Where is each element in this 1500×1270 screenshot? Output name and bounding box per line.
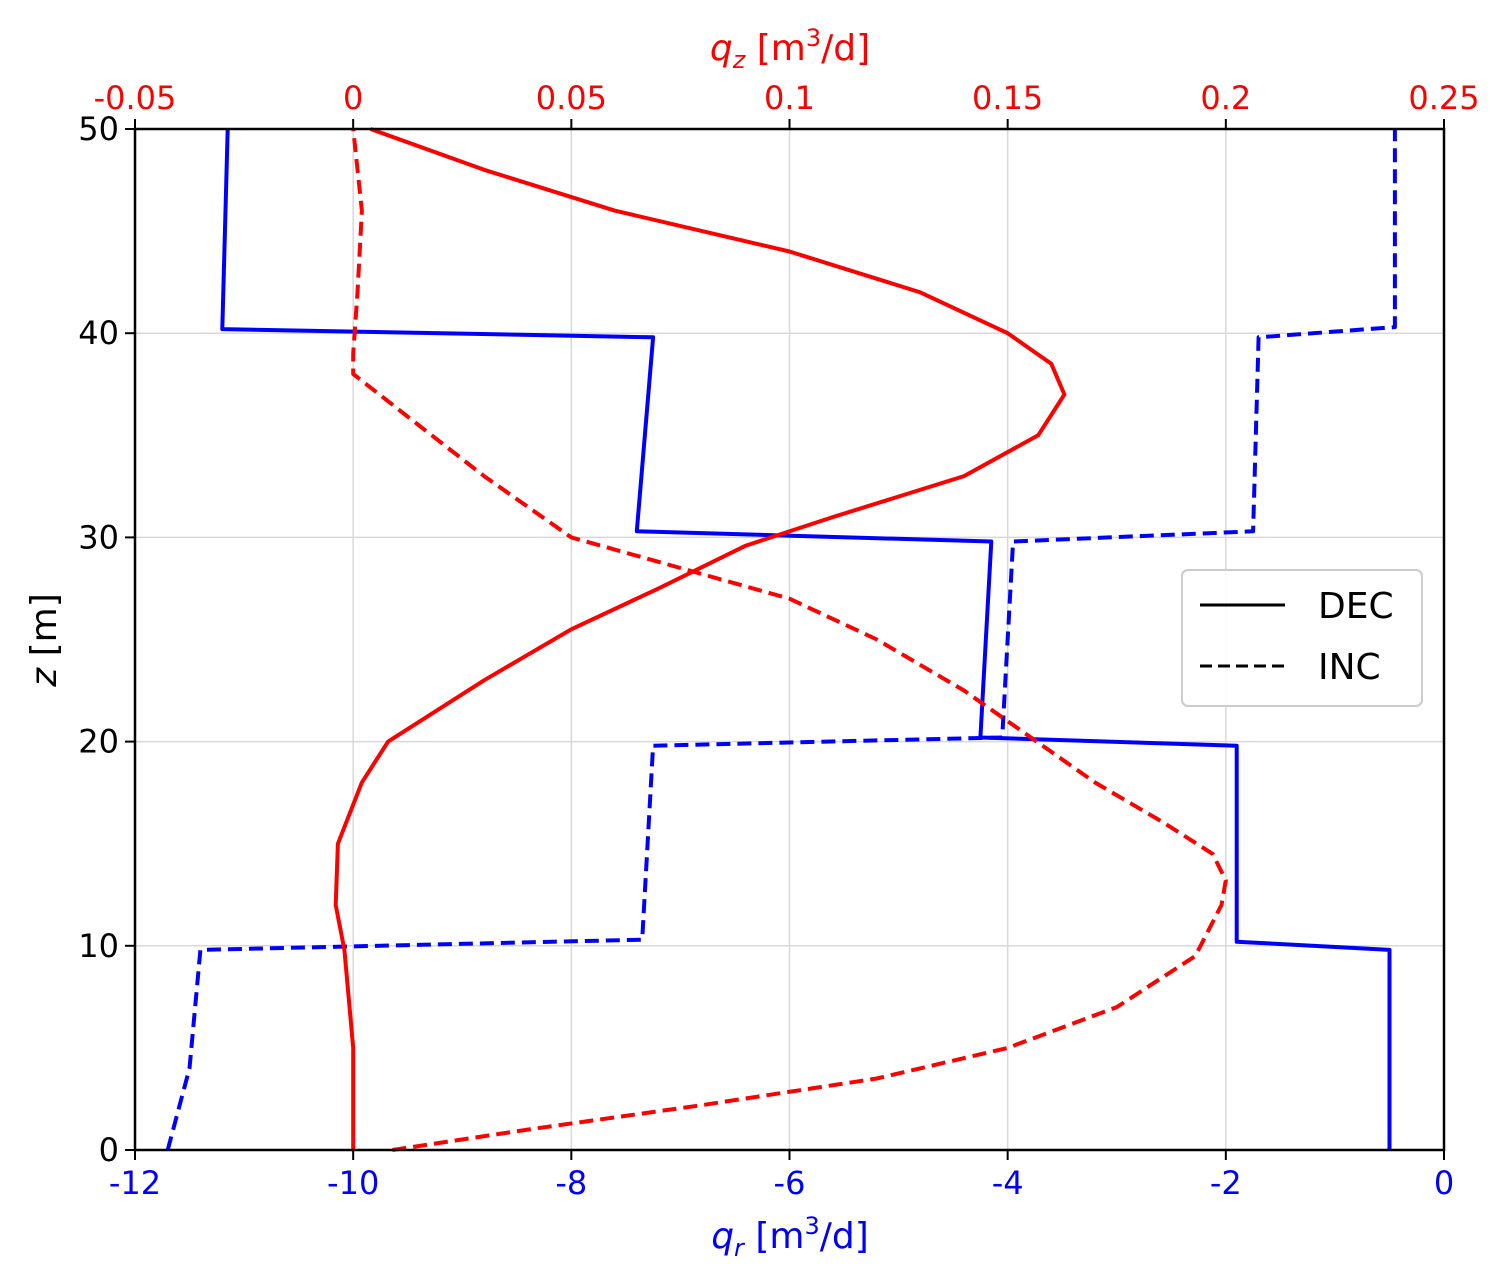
y-tick-label: 50: [78, 110, 119, 148]
bottom-axis-label-sub: r: [734, 1234, 746, 1262]
series-inc-qr-line: [165, 129, 1397, 1151]
legend-label-dec: DEC: [1318, 586, 1394, 627]
bottom-axis-label-sup: 3: [804, 1212, 819, 1240]
x-top-tick-label: 0.1: [764, 79, 815, 117]
x-bottom-tick-label: -4: [992, 1164, 1024, 1202]
x-bottom-tick-label: -10: [327, 1164, 379, 1202]
bottom-axis-label-rest: /d]: [820, 1216, 869, 1257]
top-axis-label-rest: /d]: [821, 28, 870, 69]
top-axis-label: qz [m3/d]: [710, 24, 870, 74]
series-dec-qr-line: [220, 128, 1392, 1150]
x-top-tick-label: 0.05: [536, 79, 607, 117]
x-top-tick-label: 0.15: [972, 79, 1043, 117]
y-tick-label: 20: [78, 723, 119, 761]
top-axis-label-sup: 3: [806, 24, 821, 52]
x-bottom-tick-label: -2: [1210, 1164, 1242, 1202]
y-axis-label-unit: [m]: [24, 593, 65, 668]
top-axis-label-sub: z: [732, 46, 747, 74]
x-bottom-tick-label: -8: [555, 1164, 587, 1202]
legend: DEC INC: [1181, 569, 1423, 707]
legend-label-inc: INC: [1318, 647, 1381, 688]
bottom-axis-label-unit: [m: [744, 1216, 805, 1257]
top-axis-label-var: q: [710, 28, 733, 69]
bottom-axis-label-var: q: [711, 1216, 734, 1257]
x-bottom-tick-label: -6: [774, 1164, 806, 1202]
x-top-tick-label: 0: [343, 79, 363, 117]
plot-area: [165, 127, 1397, 1152]
y-axis-label: z [m]: [24, 593, 65, 688]
y-tick-label: 40: [78, 314, 119, 352]
y-tick-label: 10: [78, 927, 119, 965]
x-bottom-tick-label: 0: [1434, 1164, 1454, 1202]
tick-layer: -12 -10 -8 -6 -4 -2 0 -0.05 0 0.05 0.1 0.15 0.2 0.25 0…: [78, 79, 1479, 1202]
series-inc-qz-line: [351, 128, 1228, 1152]
x-top-tick-label: 0.2: [1200, 79, 1251, 117]
top-axis-label-unit: [m: [745, 28, 806, 69]
series-dec-qz-line: [333, 127, 1067, 1150]
y-tick-label: 30: [78, 518, 119, 556]
x-top-tick-label: 0.25: [1408, 79, 1479, 117]
x-bottom-tick-label: -12: [109, 1164, 161, 1202]
x-top-tick-label: -0.05: [94, 79, 177, 117]
y-axis-label-var: z: [24, 667, 65, 688]
bottom-axis-label: qr [m3/d]: [711, 1212, 869, 1262]
y-tick-label: 0: [99, 1131, 119, 1169]
